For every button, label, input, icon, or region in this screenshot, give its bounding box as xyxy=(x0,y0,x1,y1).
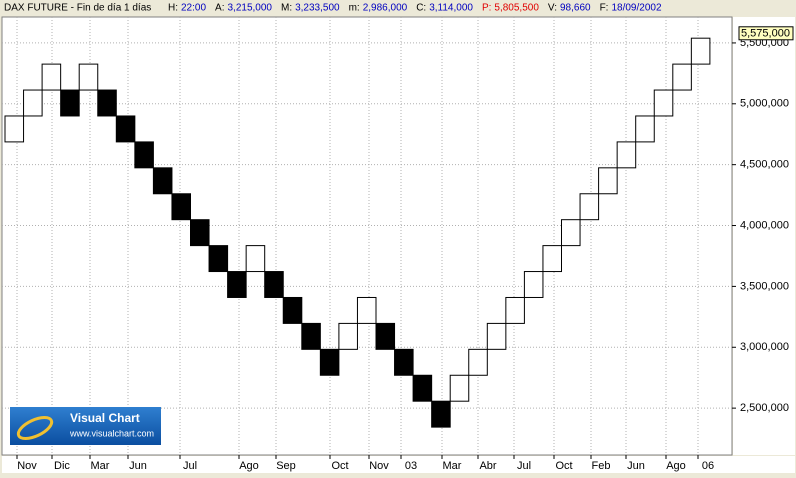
x-tick-label: Mar xyxy=(91,460,110,472)
brick-down xyxy=(60,89,80,117)
brick-up xyxy=(616,141,637,169)
header-value: 3,215,000 xyxy=(227,3,272,14)
header-label: V: xyxy=(548,3,557,14)
x-tick-label: Jun xyxy=(627,460,645,472)
logo-url: www.visualchart.com xyxy=(69,428,154,438)
x-tick-label: 03 xyxy=(405,460,417,472)
header-label: m: xyxy=(349,3,360,14)
x-tick-label: Ago xyxy=(666,460,686,472)
x-tick-label: Ago xyxy=(239,460,259,472)
brick-down xyxy=(431,400,451,428)
header-label: F: xyxy=(600,3,609,14)
brick-down xyxy=(301,322,321,350)
y-tick-label: 5,000,000 xyxy=(740,98,789,110)
header-value: 98,660 xyxy=(560,3,591,14)
brick-up xyxy=(579,193,600,221)
brick-up xyxy=(23,89,43,117)
y-axis-area xyxy=(733,17,795,455)
brick-down xyxy=(282,296,303,324)
brick-up xyxy=(505,296,525,324)
header-value: 3,233,500 xyxy=(295,3,340,14)
brick-down xyxy=(375,322,396,350)
brick-down xyxy=(171,193,191,221)
axes: 2,500,000 3,000,000 3,500,000 4,000,000 4,50… xyxy=(16,26,794,472)
plot-area xyxy=(1,16,733,456)
brick-down xyxy=(394,348,414,376)
x-tick-label: Dic xyxy=(54,460,70,472)
x-tick-label: Mar xyxy=(443,460,462,472)
brick-down xyxy=(134,141,154,169)
logo-icon xyxy=(16,415,54,441)
header-label: H: xyxy=(168,3,178,14)
bricks xyxy=(4,37,711,428)
brick-up xyxy=(4,115,25,143)
brick-up xyxy=(356,296,377,324)
brick-up xyxy=(561,219,581,247)
header-value: 5,805,500 xyxy=(494,3,539,14)
brick-up xyxy=(486,322,507,350)
brick-up xyxy=(523,271,544,298)
brick-up xyxy=(672,63,692,91)
logo-title: Visual Chart xyxy=(70,411,140,425)
brick-down xyxy=(208,245,229,273)
brick-up xyxy=(635,115,655,143)
brick-down xyxy=(227,271,247,298)
header-label: A: xyxy=(215,3,224,14)
x-tick-label: Feb xyxy=(592,460,611,472)
brick-up xyxy=(338,322,358,350)
header-label: C: xyxy=(416,3,426,14)
header: DAX FUTURE - Fin de día 1 días H: 22:00 A:… xyxy=(4,3,662,14)
x-axis-area xyxy=(2,456,795,473)
x-tick-label: Sep xyxy=(276,460,296,472)
y-tick-label: 3,500,000 xyxy=(740,280,789,292)
brick-down xyxy=(190,219,210,247)
brick-up xyxy=(78,63,99,91)
brick-up xyxy=(542,245,563,273)
y-tick-label: 3,000,000 xyxy=(740,341,789,353)
brick-down xyxy=(319,348,340,376)
header-value: 2,986,000 xyxy=(363,3,408,14)
brick-up xyxy=(468,348,488,376)
header-value: 22:00 xyxy=(181,3,206,14)
logo: Visual Chart www.visualchart.com xyxy=(10,407,161,445)
brick-up xyxy=(690,37,711,65)
header-label: P: xyxy=(482,3,491,14)
y-tick-label: 4,000,000 xyxy=(740,219,789,231)
x-tick-label: Jul xyxy=(183,460,197,472)
brick-up xyxy=(598,167,618,195)
header-label: M: xyxy=(281,3,292,14)
chart-title: DAX FUTURE - Fin de día 1 días xyxy=(4,3,151,14)
x-tick-label: Oct xyxy=(331,460,348,472)
brick-down xyxy=(97,89,117,117)
x-tick-label: Abr xyxy=(479,460,496,472)
brick-down xyxy=(264,271,284,298)
header-value: 3,114,000 xyxy=(429,3,473,14)
logo-box xyxy=(10,407,161,445)
y-tick-label: 4,500,000 xyxy=(740,159,789,171)
brick-up xyxy=(653,89,674,117)
header-value: 18/09/2002 xyxy=(611,3,661,14)
brick-down xyxy=(115,115,136,143)
brick-up xyxy=(245,245,266,273)
brick-up xyxy=(41,63,62,91)
last-value-box xyxy=(738,26,794,41)
brick-up xyxy=(449,374,470,402)
x-tick-label: Jul xyxy=(517,460,531,472)
last-value-label: 5,575,000 xyxy=(741,28,790,40)
x-tick-label: 06 xyxy=(702,460,714,472)
brick-down xyxy=(412,374,433,402)
x-tick-label: Nov xyxy=(369,460,389,472)
x-tick-label: Nov xyxy=(17,460,37,472)
y-tick-label: 2,500,000 xyxy=(740,402,789,414)
x-tick-label: Oct xyxy=(555,460,572,472)
x-tick-label: Jun xyxy=(129,460,147,472)
header-bar xyxy=(0,0,796,16)
grid xyxy=(2,17,732,455)
brick-down xyxy=(152,167,173,195)
